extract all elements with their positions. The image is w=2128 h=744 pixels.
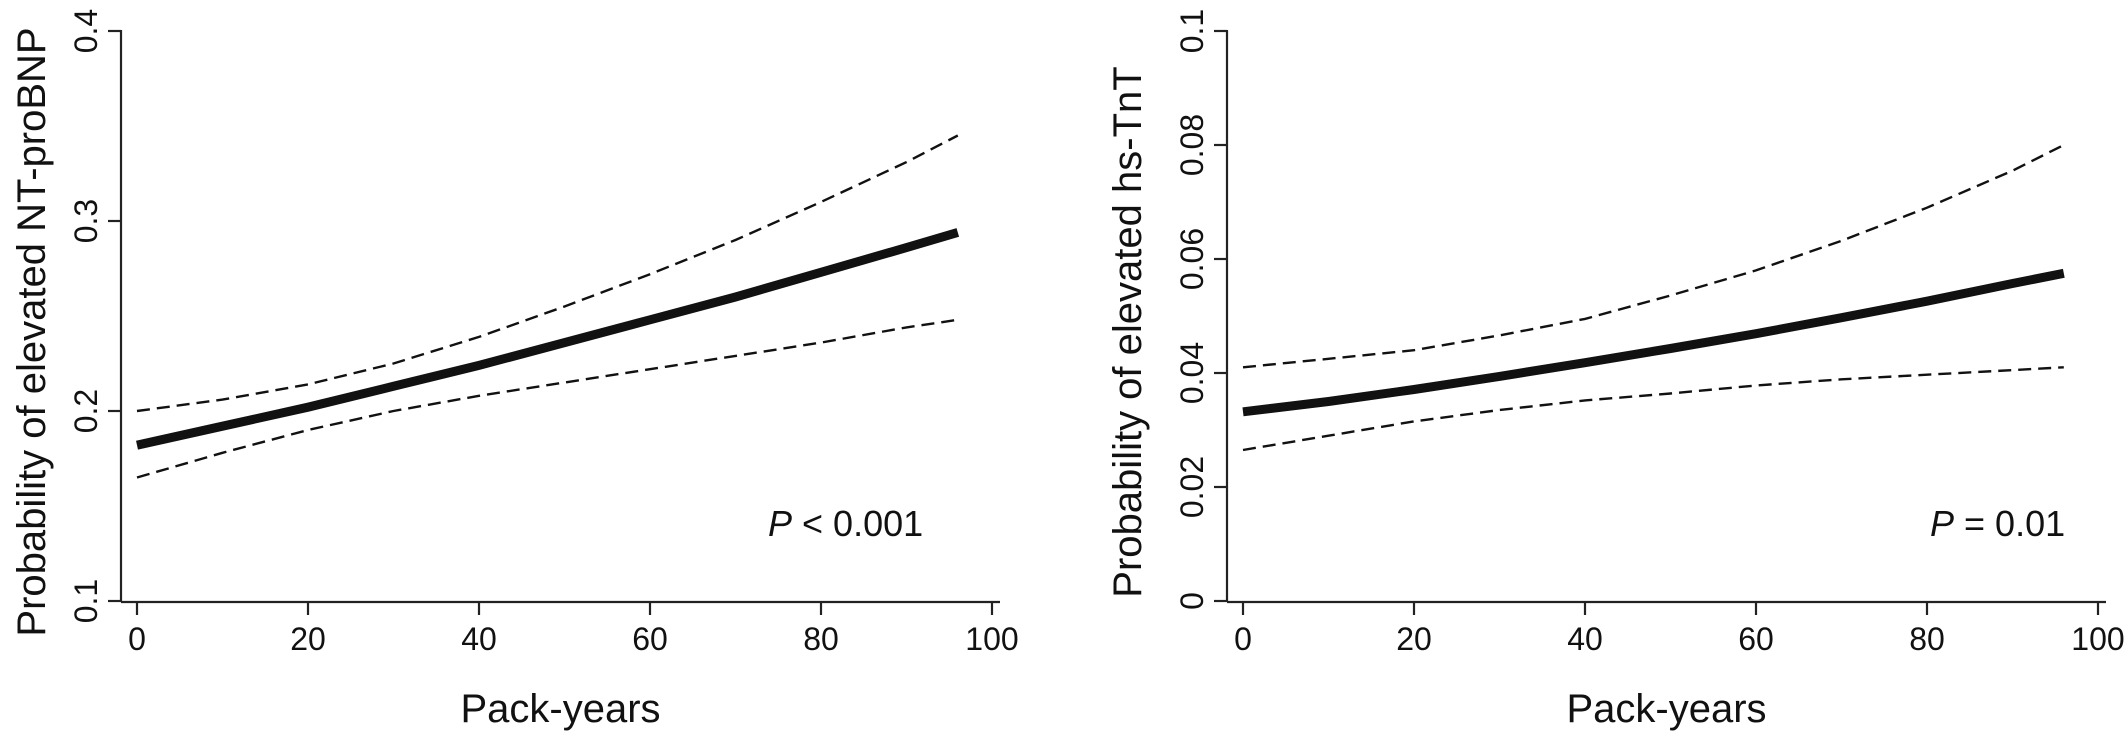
x-tick-label: 100 [2071,621,2124,657]
x-tick-label: 100 [965,621,1018,657]
panel-nt-probnp: 0 20 40 60 80 100 0.1 0.2 0.3 0.4 Pack-years Probab… [10,9,1019,731]
x-tick-label: 60 [632,621,668,657]
y-tick-label: 0.2 [68,389,104,433]
y-tick-label: 0.1 [68,579,104,623]
x-tick-label: 0 [1234,621,1252,657]
x-axis-title: Pack-years [460,687,660,731]
lower-ci-line [136,318,958,479]
y-tick-label: 0.02 [1174,456,1210,518]
p-value-label: P = 0.01 [1930,503,2065,544]
y-tick-label: 0.3 [68,199,104,243]
y-tick-label: 0 [1174,592,1210,610]
upper-ci-line [1242,143,2065,369]
p-value-symbol: P [1930,503,1954,544]
p-value-label: P < 0.001 [768,503,923,544]
estimate-line [136,228,960,450]
x-tick-label: 80 [803,621,839,657]
x-tick-label: 20 [1396,621,1432,657]
x-axis-title: Pack-years [1566,687,1766,731]
p-value-text: = 0.01 [1954,503,2065,544]
y-tick-label: 0.1 [1174,9,1210,53]
y-axis-title: Probability of elevated NT-proBNP [10,27,54,636]
x-tick-label: 40 [461,621,497,657]
x-tick-label: 40 [1567,621,1603,657]
x-tick-label: 60 [1738,621,1774,657]
p-value-text: < 0.001 [792,503,923,544]
panel-hs-tnt: 0 20 40 60 80 100 0 0.02 0.04 0.06 0.08 0.1 Pack-yea… [1106,9,2125,731]
x-tick-label: 0 [128,621,146,657]
x-tick-label: 80 [1909,621,1945,657]
x-tick-label: 20 [290,621,326,657]
upper-ci-line [136,134,959,413]
y-tick-label: 0.4 [68,9,104,53]
y-axis-title: Probability of elevated hs-TnT [1106,66,1150,597]
p-value-symbol: P [768,503,792,544]
y-tick-label: 0.08 [1174,114,1210,176]
y-tick-label: 0.04 [1174,342,1210,404]
lower-ci-line [1242,366,2064,452]
estimate-line [1242,268,2065,417]
y-tick-label: 0.06 [1174,228,1210,290]
